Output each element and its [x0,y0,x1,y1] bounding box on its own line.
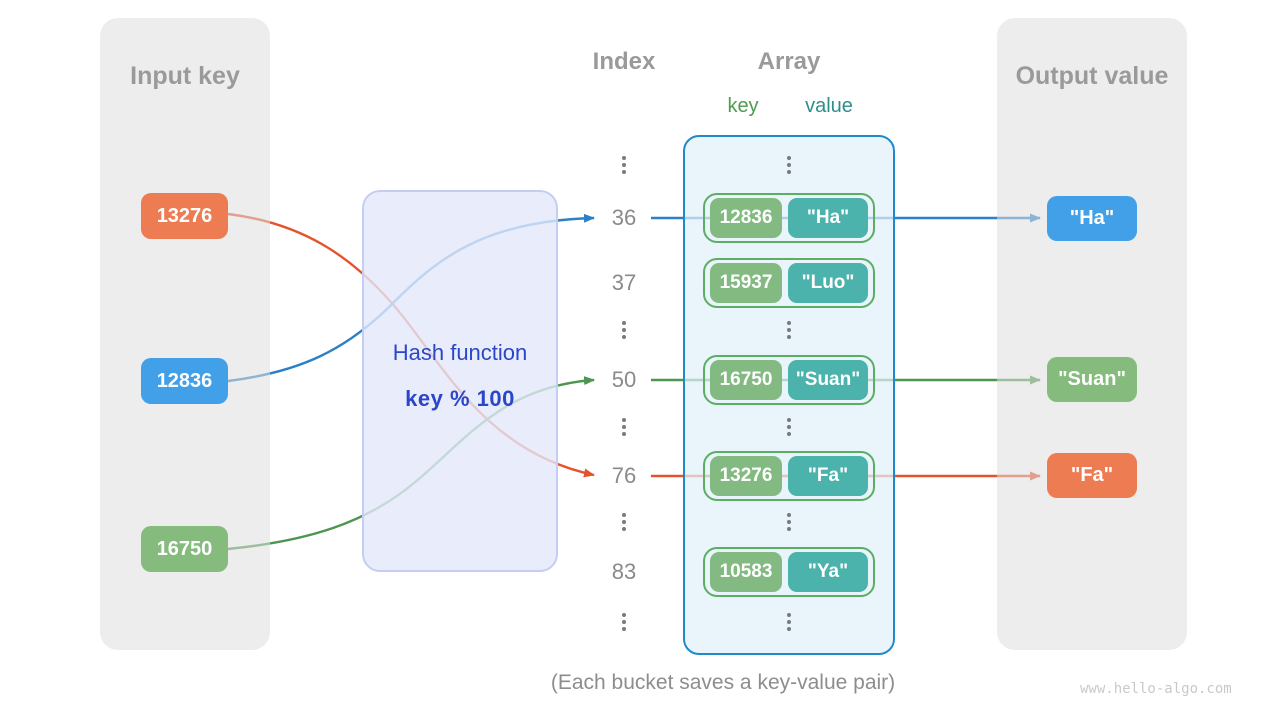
array-header: Array [757,48,821,75]
output-value-title: Output value [1015,62,1169,90]
bucket-83: 10583 "Ya" [703,547,875,597]
output-value-ha: "Ha" [1047,196,1137,241]
bucket-50-value: "Suan" [788,360,868,400]
ellipsis-dots [787,613,791,631]
array-value-label: value [805,95,853,117]
input-key-12836: 12836 [141,358,228,404]
index-header: Index [592,48,656,75]
input-key-16750: 16750 [141,526,228,572]
bucket-36-value: "Ha" [788,198,868,238]
bucket-37-key: 15937 [710,263,782,303]
bucket-76-value: "Fa" [788,456,868,496]
bucket-37-value: "Luo" [788,263,868,303]
ellipsis-dots [787,418,791,436]
ellipsis-dots [787,156,791,174]
ellipsis-dots [622,513,626,531]
input-key-title: Input key [130,62,240,90]
index-36: 36 [611,205,637,230]
output-value-fa: "Fa" [1047,453,1137,498]
ellipsis-dots [622,321,626,339]
bucket-76: 13276 "Fa" [703,451,875,501]
index-76: 76 [611,463,637,488]
bucket-37: 15937 "Luo" [703,258,875,308]
ellipsis-dots [787,321,791,339]
input-key-13276: 13276 [141,193,228,239]
bucket-76-key: 13276 [710,456,782,496]
array-key-label: key [727,95,759,117]
watermark: www.hello-algo.com [1080,681,1232,697]
ellipsis-dots [622,418,626,436]
hash-function-box: Hash function key % 100 [362,190,558,572]
index-50: 50 [611,367,637,392]
index-83: 83 [611,559,637,584]
ellipsis-dots [787,513,791,531]
output-value-suan: "Suan" [1047,357,1137,402]
bucket-50: 16750 "Suan" [703,355,875,405]
bucket-36: 12836 "Ha" [703,193,875,243]
output-value-panel: Output value [997,18,1187,650]
ellipsis-dots [622,156,626,174]
bucket-83-key: 10583 [710,552,782,592]
hash-function-label: Hash function [392,340,528,365]
bucket-36-key: 12836 [710,198,782,238]
hash-function-formula: key % 100 [405,386,515,411]
index-37: 37 [611,270,637,295]
bucket-50-key: 16750 [710,360,782,400]
bucket-83-value: "Ya" [788,552,868,592]
diagram-caption: (Each bucket saves a key-value pair) [550,671,896,694]
ellipsis-dots [622,613,626,631]
